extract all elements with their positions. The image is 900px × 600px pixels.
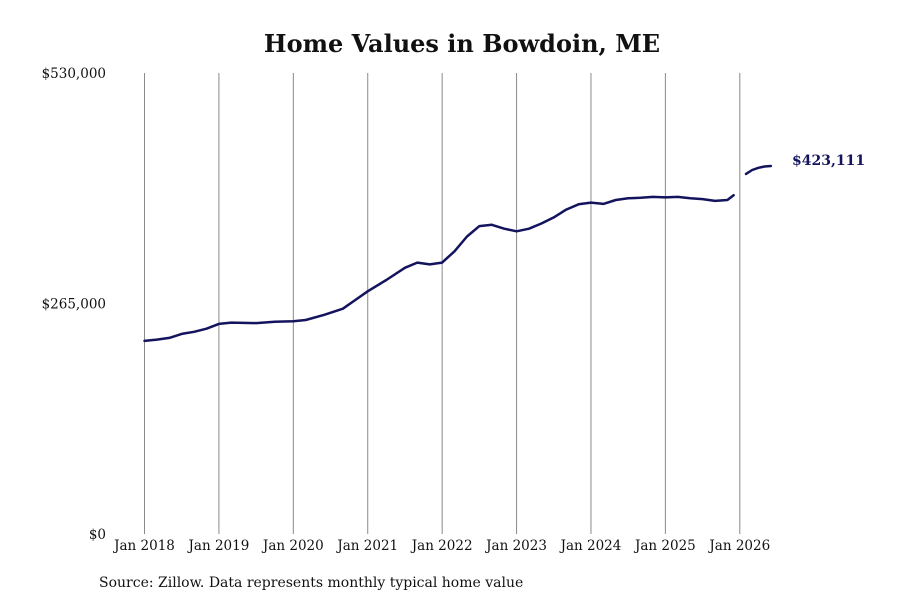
series-layer: [143, 164, 773, 343]
series-line-segment-1: [143, 193, 735, 343]
x-tick-label: Jan 2024: [559, 538, 622, 554]
chart-title: Home Values in Bowdoin, ME: [264, 29, 660, 58]
gridlines: [144, 73, 741, 534]
x-tick-label: Jan 2022: [410, 538, 473, 554]
y-tick-label: $0: [89, 527, 106, 543]
source-note: Source: Zillow. Data represents monthly …: [99, 575, 523, 591]
x-tick-label: Jan 2026: [707, 538, 770, 554]
x-axis-ticks: Jan 2018 Jan 2019 Jan 2020 Jan 2021 Jan 2022…: [112, 538, 770, 554]
series-line-segment-2: [744, 164, 773, 176]
x-tick-label: Jan 2020: [261, 538, 324, 554]
y-axis-ticks: $0 $265,000 $530,000: [42, 66, 106, 543]
y-tick-label: $265,000: [42, 297, 106, 313]
x-tick-label: Jan 2023: [484, 538, 547, 554]
y-tick-label: $530,000: [42, 66, 106, 82]
x-tick-label: Jan 2018: [112, 538, 175, 554]
x-tick-label: Jan 2019: [187, 538, 250, 554]
x-tick-label: Jan 2025: [633, 538, 696, 554]
end-value-label: $423,111: [792, 153, 865, 169]
x-tick-label: Jan 2021: [335, 538, 398, 554]
